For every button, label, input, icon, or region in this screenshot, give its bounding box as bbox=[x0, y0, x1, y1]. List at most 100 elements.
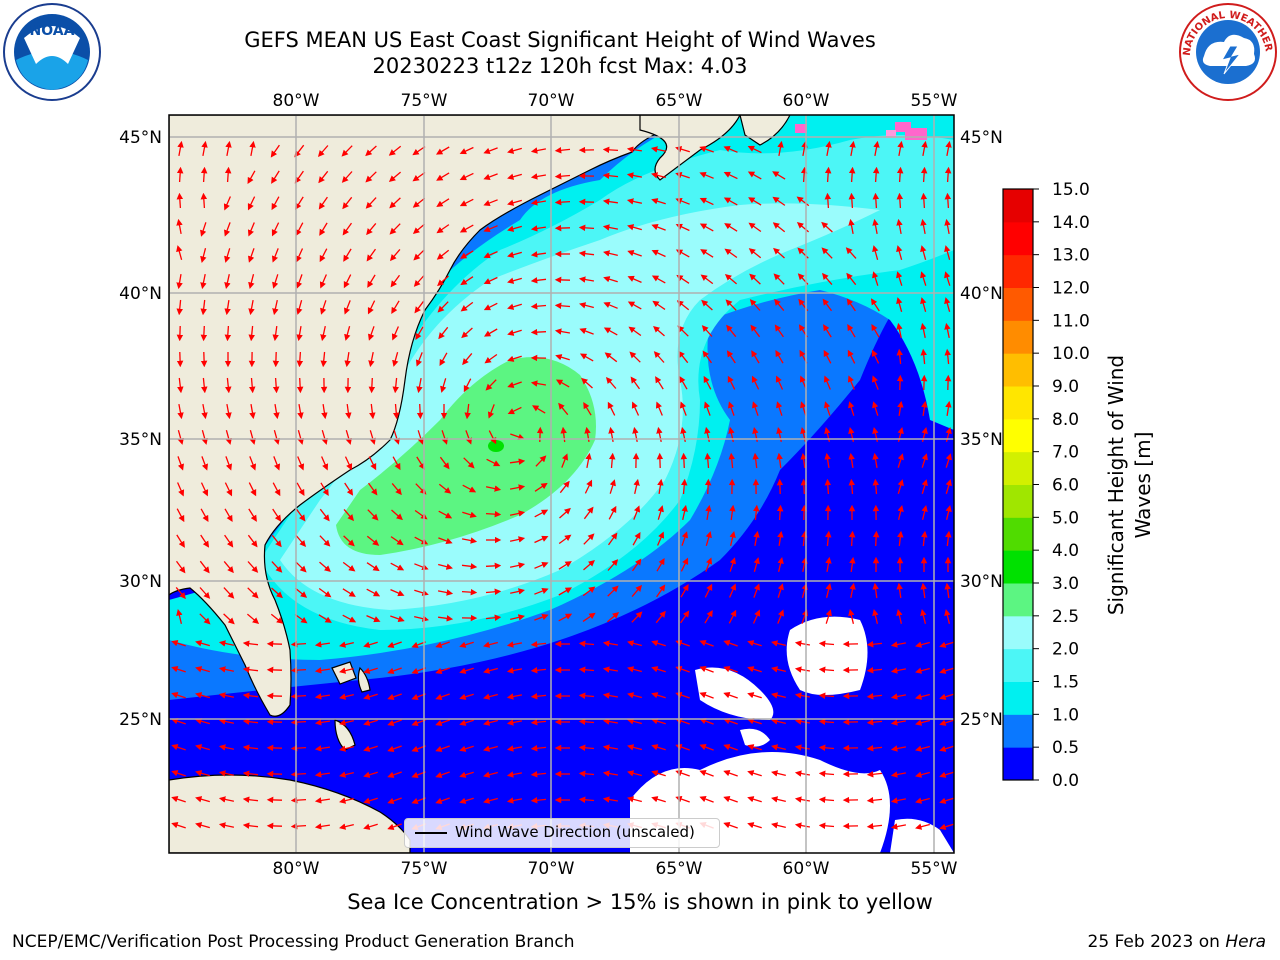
wave-direction-arrow bbox=[944, 322, 951, 339]
wave-direction-arrow bbox=[705, 557, 713, 572]
wave-direction-arrow bbox=[651, 275, 666, 284]
wave-direction-arrow bbox=[297, 403, 304, 420]
wave-direction-arrow bbox=[945, 505, 952, 520]
wave-direction-arrow bbox=[177, 430, 184, 445]
wave-direction-arrow bbox=[366, 588, 381, 597]
wave-direction-arrow bbox=[771, 666, 786, 673]
wave-direction-arrow bbox=[507, 251, 522, 258]
wave-direction-arrow bbox=[459, 771, 474, 778]
wave-direction-arrow bbox=[389, 223, 401, 235]
colorbar-segment bbox=[1003, 615, 1033, 650]
lon-label: 70°W bbox=[528, 859, 575, 879]
wave-direction-arrow bbox=[801, 530, 808, 547]
wave-direction-arrow bbox=[794, 666, 811, 673]
wave-direction-arrow bbox=[271, 534, 282, 548]
colorbar-segment bbox=[1003, 517, 1033, 551]
wave-direction-arrow bbox=[392, 352, 399, 367]
wave-direction-arrow bbox=[704, 426, 711, 443]
wave-direction-arrow bbox=[200, 508, 209, 523]
wave-direction-arrow bbox=[944, 192, 952, 209]
wave-direction-arrow bbox=[656, 584, 666, 598]
wave-direction-arrow bbox=[680, 478, 688, 495]
wave-direction-arrow bbox=[771, 744, 786, 751]
wave-direction-arrow bbox=[627, 744, 642, 751]
wave-direction-arrow bbox=[651, 796, 666, 803]
wave-direction-arrow bbox=[747, 145, 762, 154]
wave-direction-arrow bbox=[439, 352, 448, 367]
wave-direction-arrow bbox=[747, 640, 762, 647]
wave-direction-arrow bbox=[945, 400, 952, 416]
wave-direction-arrow bbox=[605, 377, 617, 389]
wave-direction-arrow bbox=[195, 822, 210, 829]
wave-direction-arrow bbox=[530, 667, 547, 674]
wave-direction-arrow bbox=[530, 199, 547, 206]
wave-direction-arrow bbox=[944, 245, 951, 260]
wave-direction-arrow bbox=[896, 297, 903, 312]
wave-direction-arrow bbox=[314, 771, 330, 778]
wave-direction-arrow bbox=[224, 300, 231, 316]
wave-direction-arrow bbox=[872, 245, 879, 260]
wave-direction-arrow bbox=[703, 375, 712, 390]
wave-direction-arrow bbox=[777, 530, 784, 546]
wave-direction-arrow bbox=[339, 771, 354, 778]
wave-direction-arrow bbox=[461, 563, 478, 570]
wave-direction-arrow bbox=[753, 530, 760, 547]
wave-direction-arrow bbox=[387, 745, 402, 752]
wave-direction-arrow bbox=[945, 427, 952, 442]
wave-direction-arrow bbox=[218, 744, 235, 751]
wave-direction-arrow bbox=[607, 532, 618, 546]
wave-direction-arrow bbox=[585, 452, 592, 469]
lat-label: 25°N bbox=[960, 710, 1003, 730]
wave-direction-arrow bbox=[532, 405, 546, 414]
wave-direction-arrow bbox=[609, 479, 616, 494]
wave-direction-arrow bbox=[729, 531, 736, 546]
wave-direction-arrow bbox=[435, 745, 450, 752]
wave-direction-arrow bbox=[699, 769, 714, 777]
credit-date: 25 Feb 2023 on bbox=[1087, 932, 1226, 952]
wave-direction-arrow bbox=[507, 199, 522, 206]
wave-direction-arrow bbox=[920, 609, 927, 624]
wave-direction-arrow bbox=[675, 223, 690, 232]
wave-direction-arrow bbox=[483, 328, 498, 337]
wave-direction-arrow bbox=[915, 641, 930, 648]
wave-direction-arrow bbox=[626, 198, 643, 205]
wave-direction-arrow bbox=[677, 325, 689, 337]
wave-direction-arrow bbox=[578, 718, 595, 726]
wave-direction-arrow bbox=[318, 170, 329, 184]
wave-direction-arrow bbox=[676, 300, 690, 311]
wave-direction-arrow bbox=[171, 666, 186, 673]
wave-direction-arrow bbox=[483, 173, 498, 181]
graticule bbox=[169, 115, 954, 853]
wave-direction-arrow bbox=[772, 171, 786, 180]
wave-direction-arrow bbox=[223, 222, 231, 237]
wave-direction-arrow bbox=[176, 166, 184, 183]
wave-direction-arrow bbox=[944, 271, 951, 286]
colorbar-tick-label: 6.0 bbox=[1052, 476, 1079, 496]
wave-direction-arrow bbox=[461, 327, 473, 339]
wave-direction-arrow bbox=[627, 718, 642, 725]
wave-direction-arrow bbox=[822, 298, 833, 312]
wave-direction-arrow bbox=[295, 508, 306, 522]
wave-direction-arrow bbox=[773, 247, 785, 259]
wave-direction-arrow bbox=[703, 401, 711, 416]
colorbar-segment bbox=[1003, 747, 1033, 781]
wave-direction-arrow bbox=[921, 479, 928, 494]
wave-direction-arrow bbox=[387, 797, 402, 804]
wave-direction-arrow bbox=[752, 452, 759, 469]
wave-direction-arrow bbox=[728, 426, 735, 443]
wave-direction-arrow bbox=[483, 641, 498, 648]
wave-direction-arrow bbox=[675, 640, 690, 647]
wave-direction-arrow bbox=[247, 587, 259, 599]
wave-direction-arrow bbox=[554, 198, 571, 206]
wave-direction-arrow bbox=[485, 614, 502, 621]
wave-direction-arrow bbox=[632, 531, 641, 546]
wave-direction-arrow bbox=[866, 719, 883, 726]
wave-direction-arrow bbox=[824, 427, 831, 442]
wave-direction-arrow bbox=[440, 378, 447, 393]
wave-direction-arrow bbox=[578, 796, 595, 804]
wave-direction-arrow bbox=[679, 401, 687, 416]
colorbar-tick-label: 0.5 bbox=[1052, 738, 1079, 758]
wave-direction-arrow bbox=[297, 430, 304, 445]
lat-label: 45°N bbox=[960, 128, 1003, 148]
wave-direction-arrow bbox=[921, 505, 928, 520]
